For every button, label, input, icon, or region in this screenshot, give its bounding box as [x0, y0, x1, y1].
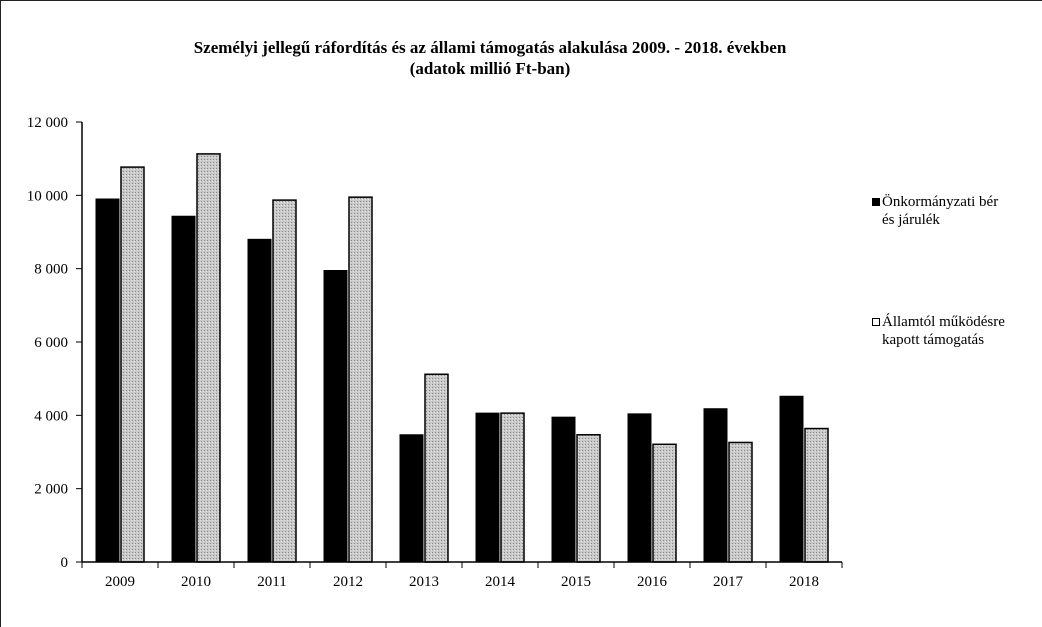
y-tick-label: 0: [61, 555, 69, 571]
y-tick-label: 12 000: [27, 115, 68, 131]
bar-own-wage: [323, 270, 348, 563]
x-tick-label: 2014: [485, 574, 516, 590]
bar-own-wage: [779, 395, 804, 563]
x-tick-label: 2017: [713, 574, 744, 590]
chart-title: Személyi jellegű ráfordítás és az állami…: [193, 38, 787, 57]
x-tick-label: 2010: [181, 574, 211, 590]
legend-swatch-gray: [872, 318, 880, 326]
bar-own-wage: [551, 416, 576, 563]
x-tick-label: 2016: [637, 574, 668, 590]
y-tick-label: 4 000: [34, 408, 68, 424]
y-tick-label: 6 000: [34, 335, 68, 351]
x-tick-label: 2012: [333, 574, 363, 590]
x-tick-label: 2009: [105, 574, 135, 590]
y-tick-label: 2 000: [34, 482, 68, 498]
bar-state-support: [576, 434, 601, 563]
bar-state-support: [196, 153, 221, 563]
x-tick-label: 2013: [409, 574, 439, 590]
bar-state-support: [728, 441, 753, 563]
bar-own-wage: [171, 215, 196, 563]
chart-subtitle: (adatok millió Ft-ban): [409, 59, 571, 78]
bar-state-support: [424, 373, 449, 563]
legend-label: Államtól működésre: [882, 314, 1005, 330]
y-tick-label: 10 000: [27, 188, 68, 204]
bar-own-wage: [703, 408, 728, 563]
legend-item-state-support: Államtól működésre kapott támogatás: [872, 313, 1042, 349]
bar-own-wage: [627, 413, 652, 563]
bar-state-support: [804, 427, 829, 563]
bar-state-support: [272, 199, 297, 563]
bar-own-wage: [95, 198, 120, 563]
legend-swatch-black: [872, 198, 880, 206]
bar-state-support: [120, 166, 145, 563]
legend-item-bar-and-contributions: Önkormányzati bér és járulék: [872, 193, 1042, 229]
bar-own-wage: [247, 238, 272, 563]
bar-state-support: [500, 412, 525, 563]
bar-own-wage: [399, 434, 424, 563]
bar-own-wage: [475, 412, 500, 563]
legend-label-continued: és járulék: [882, 212, 940, 228]
y-tick-label: 8 000: [34, 262, 68, 278]
bar-state-support: [652, 443, 677, 563]
bar-state-support: [348, 196, 373, 563]
x-tick-label: 2018: [789, 574, 819, 590]
x-tick-label: 2015: [561, 574, 591, 590]
x-tick-label: 2011: [257, 574, 286, 590]
legend-label: Önkormányzati bér: [882, 194, 999, 210]
legend-label-continued: kapott támogatás: [882, 332, 985, 348]
